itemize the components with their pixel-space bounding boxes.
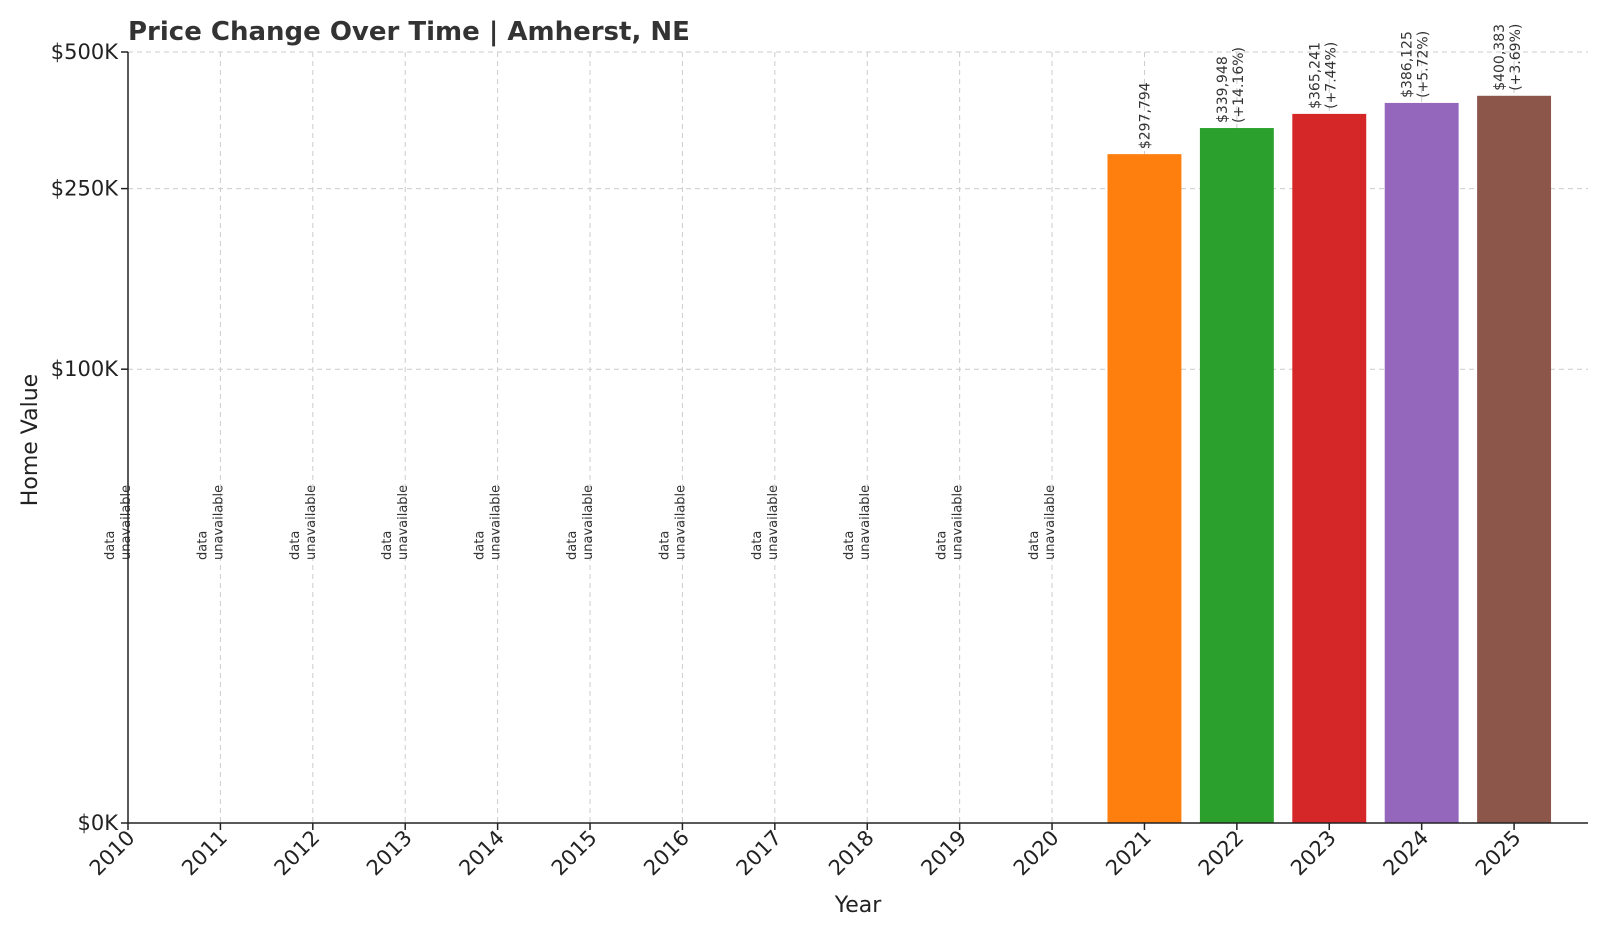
unavailable-label: dataunavailable xyxy=(1027,485,1058,560)
y-axis-label: Home Value xyxy=(18,374,43,506)
bars xyxy=(1107,95,1552,824)
x-tick-label: 2016 xyxy=(639,826,694,881)
chart-title: Price Change Over Time | Amherst, NE xyxy=(128,17,690,47)
y-tick-label: $100K xyxy=(51,357,119,381)
unavailable-label: dataunavailable xyxy=(935,485,966,560)
grid-lines xyxy=(127,51,1588,823)
unavailable-label: dataunavailable xyxy=(473,485,504,560)
bar xyxy=(1384,102,1459,824)
x-tick-label: 2021 xyxy=(1101,826,1156,881)
unavailable-label: dataunavailable xyxy=(750,485,781,560)
bar xyxy=(1292,113,1367,823)
x-tick-label: 2015 xyxy=(547,826,602,881)
x-tick-label: 2023 xyxy=(1286,826,1341,881)
x-tick-label: 2020 xyxy=(1009,826,1064,881)
y-tick-label: $0K xyxy=(78,811,120,835)
bar-value-label: $400,383(+3.69%) xyxy=(1492,24,1524,91)
bar-value-label: $386,125(+5.72%) xyxy=(1400,31,1432,98)
bar-value-label: $365,241(+7.44%) xyxy=(1307,42,1339,109)
unavailable-label: dataunavailable xyxy=(565,485,596,560)
unavailable-label: dataunavailable xyxy=(288,485,319,560)
x-tick-label: 2017 xyxy=(732,826,787,881)
unavailable-label: dataunavailable xyxy=(195,485,226,560)
x-tick-label: 2012 xyxy=(270,826,325,881)
bar-value-label: $339,948(+14.16%) xyxy=(1215,47,1247,123)
x-axis-label: Year xyxy=(834,893,883,918)
bar xyxy=(1199,128,1274,823)
bar xyxy=(1107,154,1182,824)
unavailable-label: dataunavailable xyxy=(380,485,411,560)
x-tick-label: 2018 xyxy=(824,826,879,881)
x-tick-label: 2022 xyxy=(1194,826,1249,881)
bar xyxy=(1477,95,1552,824)
bar-labels: dataunavailable dataunavailable dataunavai… xyxy=(103,24,1524,560)
x-tick-label: 2014 xyxy=(454,826,509,881)
y-tick-label: $500K xyxy=(51,40,119,64)
bar-value-label: $297,794 xyxy=(1137,82,1153,149)
x-tick-label: 2013 xyxy=(362,826,417,881)
unavailable-label: dataunavailable xyxy=(842,485,873,560)
y-tick-label: $250K xyxy=(51,177,119,201)
unavailable-label: dataunavailable xyxy=(103,485,134,560)
unavailable-label: dataunavailable xyxy=(657,485,688,560)
x-tick-label: 2024 xyxy=(1378,826,1433,881)
x-tick-label: 2025 xyxy=(1471,826,1526,881)
x-tick-label: 2011 xyxy=(177,826,232,881)
x-tick-label: 2019 xyxy=(916,826,971,881)
